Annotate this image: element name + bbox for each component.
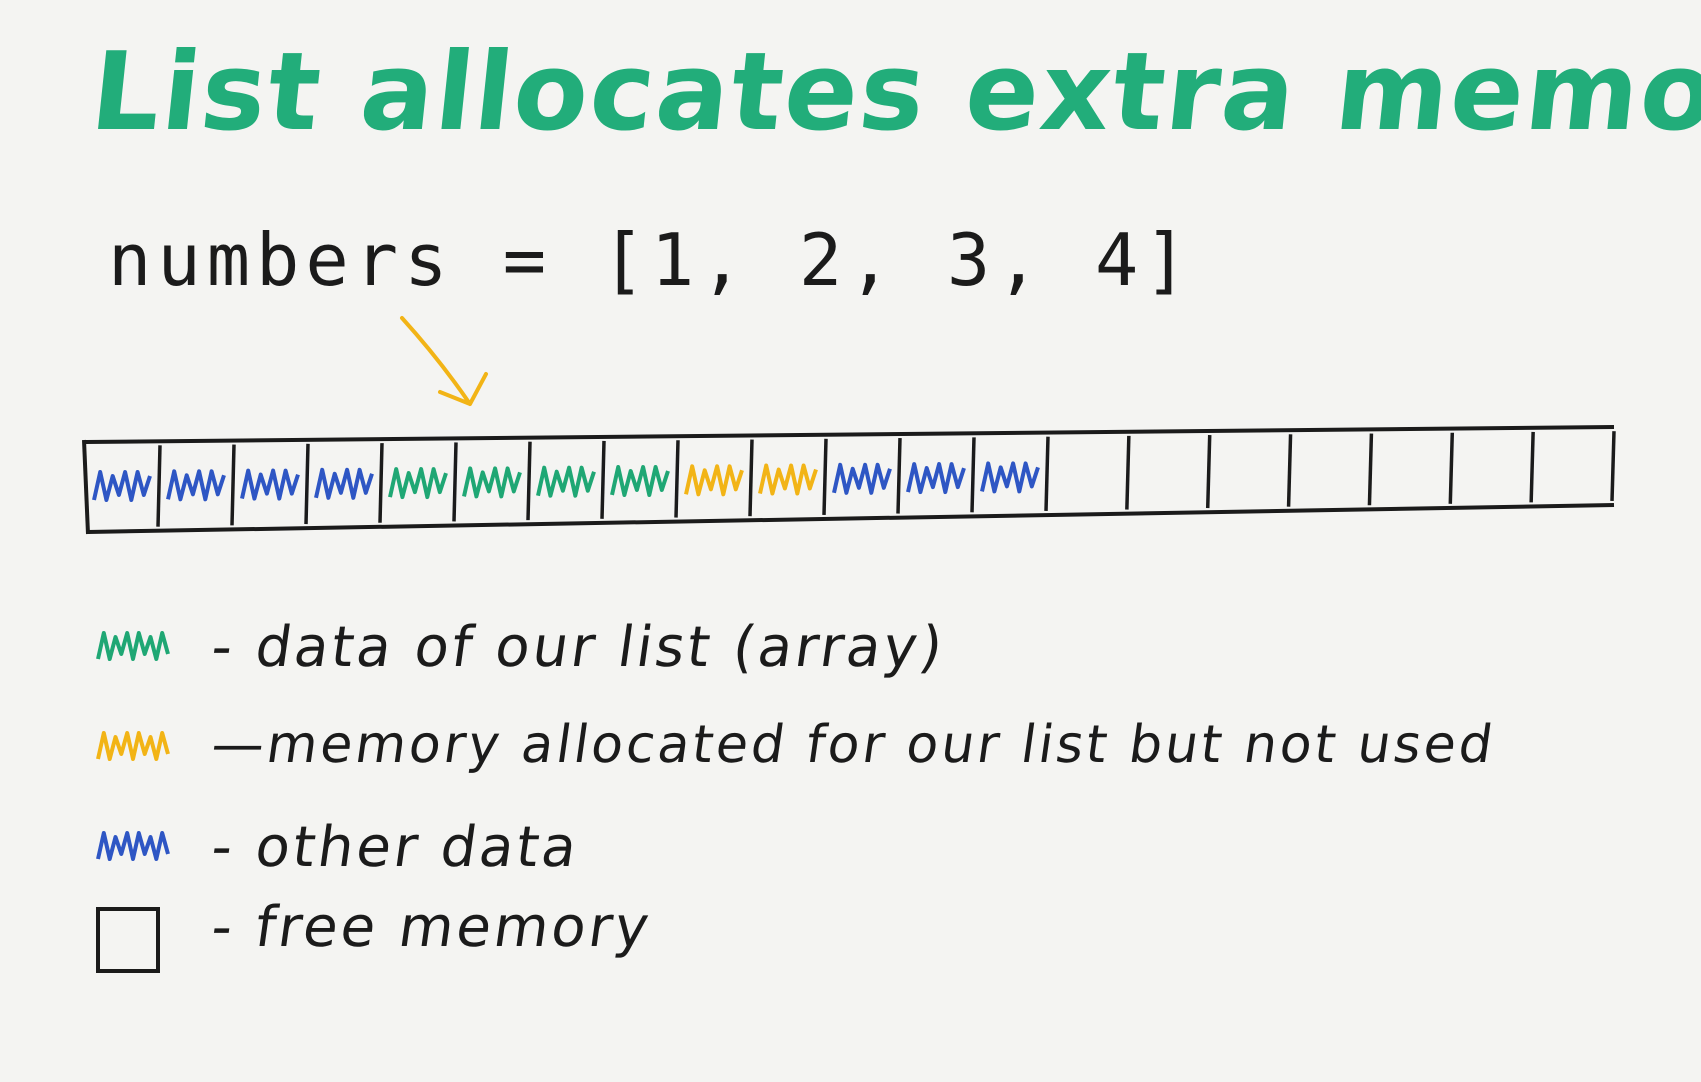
legend-label: —memory allocated for our list but not u… <box>207 715 1500 775</box>
memory-cell-other <box>832 438 902 514</box>
legend-label: - other data <box>207 815 584 880</box>
memory-cell-free <box>1286 434 1293 507</box>
memory-cell-free <box>1529 431 1535 503</box>
legend-label: - data of our list (array) <box>207 615 950 680</box>
legend-label: - free memory <box>207 895 656 960</box>
code-line: numbers = [1, 2, 3, 4] <box>108 218 1194 302</box>
memory-strip-bottom-edge <box>87 503 1615 534</box>
memory-cell-free <box>1448 432 1455 504</box>
memory-cell-free <box>1367 433 1374 506</box>
memory-cell-other <box>980 436 1050 512</box>
memory-cell-free <box>1125 435 1131 510</box>
memory-cell-free <box>1205 435 1212 509</box>
memory-cell-other <box>92 445 162 527</box>
memory-cell-free <box>1610 431 1616 502</box>
memory-cell-other <box>906 437 976 513</box>
memory-cell-other <box>240 443 310 525</box>
memory-cell-other <box>314 443 384 523</box>
memory-strip-top-edge <box>85 425 1615 444</box>
memory-cell-unused <box>758 438 828 515</box>
memory-cell-list <box>462 441 532 521</box>
memory-cell-other <box>166 444 236 526</box>
memory-cells <box>82 431 1616 535</box>
memory-cell-list <box>536 440 606 519</box>
pointer-arrow <box>400 316 488 406</box>
memory-cell-list <box>610 440 680 518</box>
unused-memory-swatch-icon <box>96 731 170 761</box>
memory-strip-left-edge <box>82 439 90 535</box>
other-data-swatch-icon <box>96 831 170 861</box>
memory-cell-list <box>388 442 458 522</box>
memory-cell-unused <box>684 439 754 517</box>
free-memory-box-icon <box>96 907 160 973</box>
list-data-swatch-icon <box>96 631 170 661</box>
